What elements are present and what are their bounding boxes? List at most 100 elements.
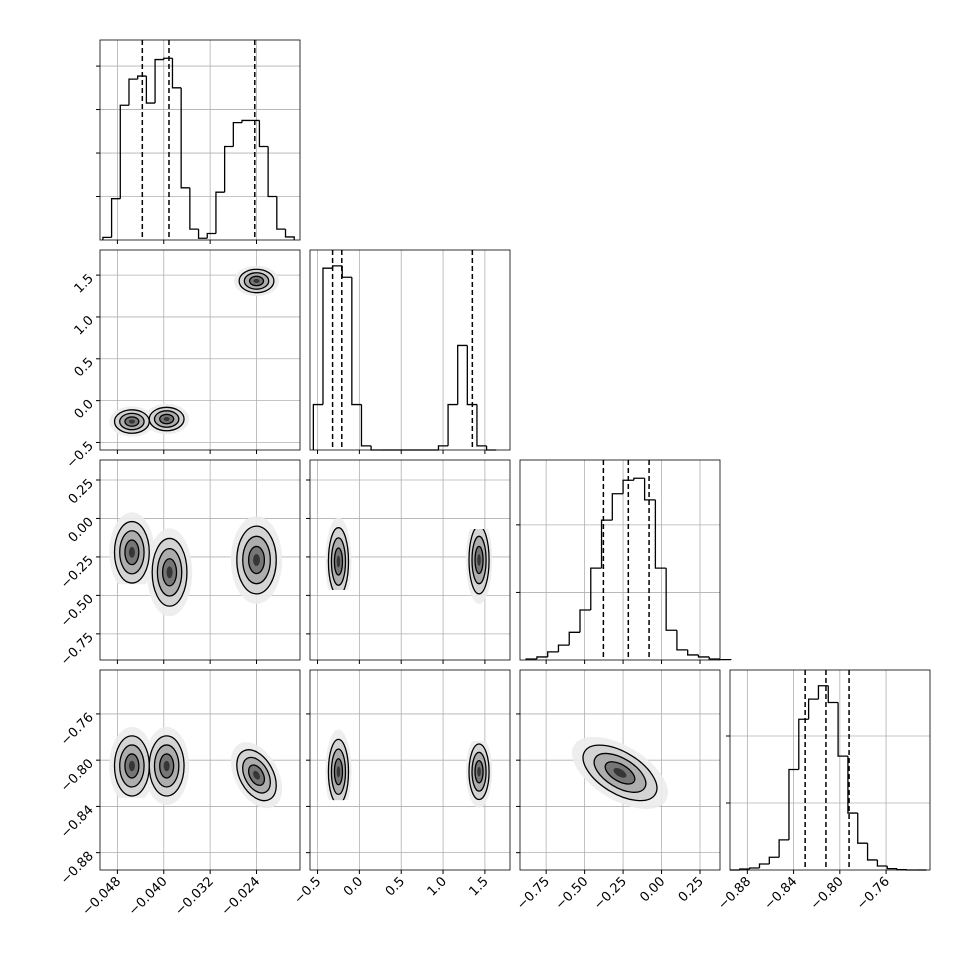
histogram-bin — [847, 756, 858, 814]
histogram-bin — [163, 57, 173, 60]
panel-frame — [729, 669, 931, 871]
histogram-bin — [600, 519, 613, 569]
histogram-bin — [778, 839, 789, 858]
histogram-bin — [768, 856, 780, 864]
histogram-bin — [643, 478, 656, 501]
histogram-bin — [697, 654, 710, 658]
histogram-bin — [611, 493, 624, 521]
histogram-bin — [312, 403, 323, 450]
panel-frame — [519, 669, 721, 871]
histogram-bin — [687, 649, 699, 656]
x-tick-label: −0.76 — [854, 874, 893, 913]
panel-frame — [99, 39, 301, 241]
histogram-bin — [708, 656, 720, 660]
x-tick-label: −0.75 — [514, 874, 553, 913]
histogram-bin — [102, 236, 112, 240]
density-contour — [477, 766, 481, 777]
panel-frame — [99, 459, 301, 661]
x-tick-label: −0.84 — [762, 874, 801, 913]
histogram-bin — [876, 859, 888, 867]
histogram-bin — [866, 843, 878, 861]
histogram-bin — [579, 609, 591, 633]
histogram-bin — [119, 104, 129, 199]
density-contour — [128, 760, 135, 772]
histogram-bin — [654, 499, 667, 569]
density-contour — [128, 546, 135, 558]
x-tick-label: 1.0 — [425, 874, 450, 899]
histogram-bin — [758, 863, 770, 868]
histogram-bin — [284, 229, 295, 240]
density-contour — [163, 416, 170, 422]
histogram-bin — [622, 479, 634, 494]
histogram-bin — [215, 191, 225, 234]
x-tick-label: −0.032 — [172, 874, 217, 919]
histogram-bin — [568, 631, 580, 646]
x-tick-label: 0.5 — [383, 874, 408, 899]
histogram-bin — [189, 187, 199, 230]
histogram-bin — [633, 477, 645, 481]
panel-frame — [309, 459, 511, 661]
x-tick-label: 0.00 — [637, 874, 668, 905]
y-tick-label: 1.0 — [72, 313, 97, 338]
histogram-bin — [557, 644, 570, 652]
y-tick-label: −0.75 — [58, 630, 97, 669]
density-contour — [613, 768, 627, 778]
histogram-bin — [886, 865, 898, 870]
density-contour — [253, 278, 260, 284]
y-tick-label: 0.0 — [72, 397, 97, 422]
panel-frame — [519, 459, 721, 661]
y-tick-label: −0.80 — [58, 756, 97, 795]
histogram-bin — [466, 345, 477, 406]
x-tick-label: 0.0 — [341, 874, 366, 899]
density-contour — [336, 766, 341, 778]
histogram-bin — [232, 121, 243, 147]
panel-frame — [309, 669, 511, 871]
histogram-bin — [206, 232, 216, 239]
histogram-bin — [807, 698, 819, 720]
histogram-bin — [331, 265, 343, 269]
histogram-bin — [457, 344, 468, 405]
histogram-bin — [110, 198, 121, 238]
histogram-bin — [341, 265, 352, 278]
density-contour — [253, 554, 260, 566]
histogram-bin — [197, 229, 208, 239]
y-tick-label: −0.88 — [58, 849, 97, 888]
y-tick-label: −0.84 — [58, 803, 97, 842]
y-tick-label: 0.5 — [72, 355, 97, 380]
histogram-bin — [827, 685, 839, 704]
histogram-bin — [223, 145, 234, 193]
histogram-bin — [817, 685, 829, 700]
density-contour — [253, 770, 260, 780]
histogram-bin — [370, 445, 381, 451]
histogram-bin — [788, 768, 799, 840]
histogram-bin — [798, 718, 809, 770]
x-tick-label: −0.5 — [291, 874, 324, 907]
y-tick-label: 1.5 — [72, 271, 97, 296]
histogram-bin — [128, 78, 138, 106]
density-contour — [477, 554, 481, 566]
histogram-bin — [137, 75, 147, 80]
histogram-bin — [719, 658, 732, 661]
histogram-bin — [258, 120, 269, 148]
x-tick-label: −0.25 — [591, 874, 630, 913]
x-tick-label: −0.024 — [219, 874, 264, 919]
x-tick-label: −0.040 — [126, 874, 171, 919]
histogram-bin — [749, 867, 760, 869]
panel-frame — [99, 669, 301, 871]
y-tick-label: −0.5 — [64, 439, 97, 472]
histogram-bin — [665, 568, 677, 631]
histogram-bin — [241, 119, 251, 123]
histogram-bin — [857, 813, 868, 844]
histogram-bin — [476, 404, 487, 447]
x-tick-label: −0.80 — [808, 874, 847, 913]
histogram-bin — [360, 404, 372, 447]
histogram-bin — [485, 445, 497, 451]
histogram-bin — [676, 630, 688, 651]
y-tick-label: −0.25 — [58, 553, 97, 592]
histogram-bin — [547, 651, 559, 657]
y-tick-label: −0.50 — [58, 592, 97, 631]
density-contour — [128, 419, 135, 424]
histogram-bin — [180, 87, 190, 189]
histogram-bin — [171, 58, 182, 89]
